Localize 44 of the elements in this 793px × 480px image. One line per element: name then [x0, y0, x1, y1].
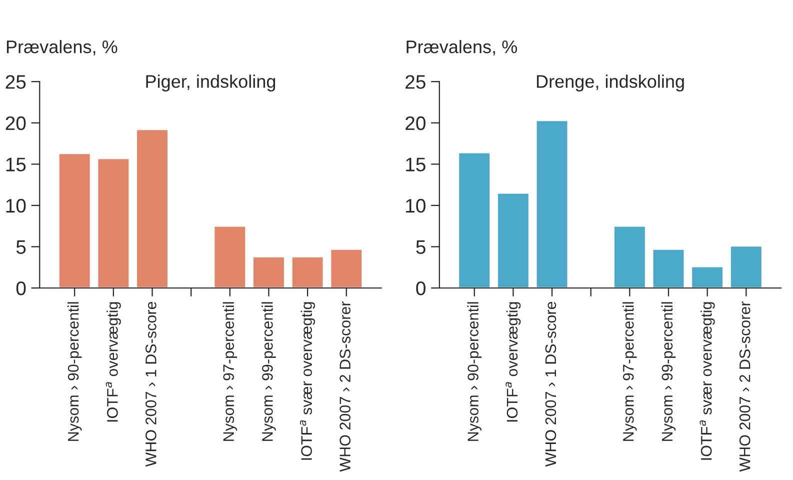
- x-tick-label: WHO 2007 › 1 DS-score: [545, 302, 556, 467]
- x-tick-label: Nysom › 99-percentil: [262, 302, 276, 441]
- x-tick-label: IOTF$^{a}$ overvægtig: [106, 302, 121, 422]
- x-tick-label: IOTF$^{a}$ svær overvægtig: [300, 302, 316, 460]
- y-axis-title: Prævalens, %: [6, 40, 118, 56]
- x-tick-label: Nysom › 97-percentil: [622, 302, 637, 441]
- x-tick-label: Nysom › 90-percentil: [67, 302, 82, 441]
- x-tick-label: Nysom › 99-percentil: [661, 302, 676, 441]
- bar: [290, 256, 324, 288]
- bar: [613, 225, 646, 288]
- y-tick-label: 15: [406, 158, 426, 172]
- y-tick-label: 25: [406, 75, 426, 89]
- bar: [730, 245, 763, 288]
- y-tick-label: 0: [16, 281, 26, 296]
- y-tick-label: 10: [406, 198, 426, 213]
- x-tick-label: IOTF$^{a}$ svær overvægtig: [700, 302, 715, 460]
- x-tick-label: IOTF$^{a}$ overvægtig: [506, 302, 521, 422]
- bar: [213, 225, 247, 288]
- x-tick-label: Nysom › 90-percentil: [467, 302, 482, 441]
- x-tick-label: WHO 2007 › 1 DS-score: [146, 302, 156, 467]
- y-tick-label: 5: [16, 240, 26, 254]
- bar: [652, 248, 686, 288]
- bar: [690, 266, 724, 288]
- bar: [496, 192, 530, 288]
- bar: [458, 152, 491, 288]
- y-tick-label: 25: [6, 75, 26, 89]
- bar: [252, 256, 286, 288]
- y-tick-label: 5: [416, 240, 426, 254]
- y-tick-label: 20: [6, 116, 26, 130]
- x-tick-label: WHO 2007 › 2 DS-scorer: [340, 301, 350, 472]
- y-tick-label: 20: [406, 116, 426, 130]
- bar: [136, 128, 169, 288]
- bar: [58, 152, 92, 288]
- chart-title: Piger, indskoling: [146, 74, 276, 92]
- bar: [96, 158, 130, 288]
- bar: [330, 248, 364, 288]
- y-axis-title: Prævalens, %: [406, 40, 517, 56]
- y-tick-label: 10: [6, 198, 26, 213]
- x-tick-label: Nysom › 97-percentil: [222, 302, 238, 441]
- x-tick-label: WHO 2007 › 2 DS-scorer: [739, 301, 750, 472]
- y-tick-label: 15: [6, 158, 26, 172]
- y-tick-label: 0: [416, 281, 426, 296]
- chart-title: Drenge, indskoling: [536, 74, 684, 92]
- bar: [535, 120, 569, 288]
